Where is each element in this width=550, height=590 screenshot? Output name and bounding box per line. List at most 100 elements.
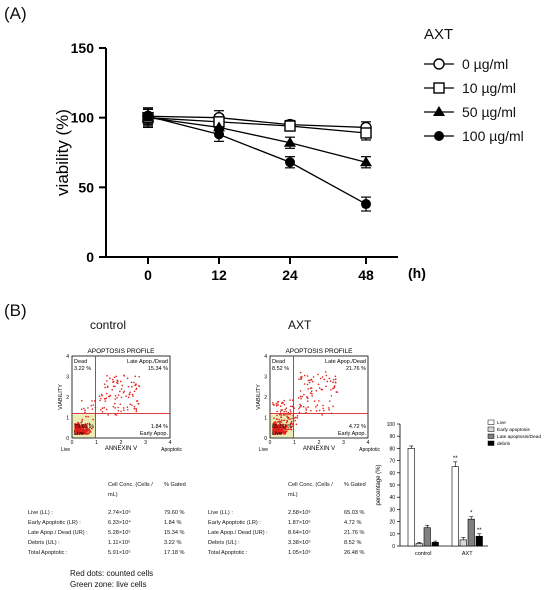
- significance-mark: **: [477, 528, 482, 534]
- cell-dot: [112, 380, 115, 383]
- quadrant-early-label: Early Apop.: [338, 431, 367, 437]
- cell-dot: [115, 414, 118, 416]
- cell-dot: [277, 420, 280, 423]
- cell-dot: [294, 419, 296, 422]
- x-tick-label: 3: [342, 440, 345, 446]
- cell-dot: [300, 378, 302, 380]
- cell-dot: [85, 415, 87, 418]
- quadrant-dead-pct: 8.52 %: [272, 366, 289, 372]
- bar: [415, 543, 423, 547]
- cell-dot: [281, 409, 284, 411]
- cell-dot: [86, 432, 89, 435]
- flow-x-right-label: Apoptotic: [161, 447, 182, 452]
- data-point: [284, 136, 296, 147]
- bar-y-tick-label: 30: [389, 507, 395, 513]
- cell-dot: [305, 409, 308, 411]
- data-point: [213, 121, 225, 132]
- cell-dot: [328, 408, 330, 411]
- cell-dot: [85, 432, 88, 435]
- y-tick-label: 3: [264, 375, 267, 381]
- cell-dot: [276, 421, 279, 423]
- table-header-row: Cell Conc. (Cells / mL) % Gated: [28, 480, 204, 508]
- cell-dot: [330, 395, 333, 397]
- cell-dot: [78, 426, 81, 428]
- cell-dot: [325, 374, 328, 377]
- cell-dot: [272, 429, 274, 432]
- cell-dot: [286, 415, 288, 418]
- cell-dot: [311, 395, 313, 397]
- plot-frame: [269, 355, 369, 439]
- note-green-zone: Green zone: live cells: [70, 580, 147, 589]
- data-point: [143, 111, 153, 122]
- cell-dot: [82, 429, 85, 431]
- cell-dot: [122, 391, 125, 394]
- cell-dot: [328, 377, 331, 380]
- cell-dot: [80, 400, 83, 402]
- bar-y-tick-label: 90: [389, 434, 395, 440]
- cell-dot: [113, 376, 116, 379]
- cell-dot: [329, 380, 332, 383]
- cell-dot: [306, 400, 309, 402]
- cell-dot: [318, 400, 320, 402]
- cell-dot: [274, 424, 276, 427]
- cell-dot: [280, 414, 283, 416]
- table-cell: 6.33×10⁴: [108, 520, 131, 526]
- cell-dot: [283, 399, 285, 402]
- cell-dot: [86, 430, 88, 433]
- cell-dot: [277, 404, 280, 406]
- cell-dot: [87, 407, 89, 409]
- cell-dot: [114, 385, 116, 388]
- cell-dot: [121, 384, 124, 387]
- cell-dot: [290, 428, 293, 431]
- cell-dot: [296, 415, 299, 417]
- cell-dot: [86, 427, 89, 430]
- y-tick-label: 0: [86, 249, 94, 265]
- table-cell: 1.05×10⁶: [288, 550, 311, 556]
- cell-dot: [80, 408, 83, 411]
- cell-dot: [320, 388, 323, 391]
- cell-dot: [330, 389, 332, 391]
- bar-legend-label: debris: [497, 441, 511, 447]
- quadrant-late-pct: 15.34 %: [148, 366, 168, 372]
- cell-dot: [82, 425, 84, 427]
- table-cell: Late Apop./ Dead (UR) :: [208, 530, 268, 536]
- cell-dot: [283, 432, 285, 435]
- cell-dot: [123, 409, 125, 412]
- cell-dot: [134, 375, 137, 378]
- cell-dot: [135, 407, 137, 410]
- cell-dot: [279, 405, 282, 407]
- cell-dot: [132, 395, 134, 397]
- bar: [451, 466, 459, 547]
- cell-dot: [81, 432, 84, 434]
- legend-label: 10 µg/ml: [462, 80, 516, 96]
- cell-dot: [290, 411, 292, 413]
- cell-dots: [272, 371, 339, 435]
- cell-dot: [117, 394, 120, 396]
- cell-dot: [77, 426, 79, 428]
- cell-dot: [90, 427, 93, 430]
- y-tick-label: 150: [71, 40, 95, 56]
- cell-dot: [307, 388, 309, 390]
- bar-legend-swatch: [487, 426, 495, 432]
- x-tick-label: 48: [358, 267, 374, 283]
- cell-dot: [104, 386, 106, 389]
- table-cell: 65.03 %: [344, 510, 365, 516]
- cell-dot: [301, 395, 303, 398]
- table-cell: 8.52 %: [344, 540, 362, 546]
- cell-dot: [309, 379, 311, 382]
- cell-dot: [276, 418, 278, 420]
- table-header-cell: % Gated: [344, 482, 366, 488]
- cell-dot: [112, 405, 115, 408]
- table-cell: 4.72 %: [344, 520, 362, 526]
- cell-dot: [298, 411, 301, 414]
- cell-dot: [306, 397, 309, 400]
- cell-dot: [99, 399, 101, 402]
- cell-dot: [106, 374, 108, 377]
- cell-dot: [285, 413, 287, 416]
- cell-dot: [101, 407, 104, 410]
- cell-dot: [107, 414, 109, 416]
- cell-dot: [88, 432, 90, 434]
- cell-dot: [311, 380, 314, 383]
- table-cell: 21.76 %: [344, 530, 365, 536]
- legend-marker: [433, 106, 445, 116]
